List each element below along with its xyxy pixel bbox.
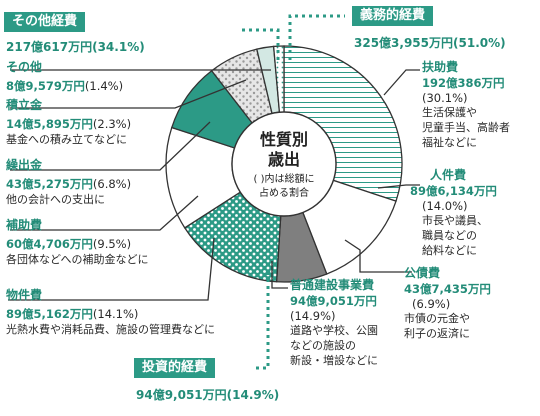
label-futsu: 普通建設事業費 94億9,051万円 (14.9%) 道路や学校、公園 などの施… [290,276,378,368]
label-kosai: 公債費 43億7,435万円 (6.9%) 市債の元金や 利子の返済に [404,264,491,341]
center-title: 性質別 歳出 [260,130,308,170]
group-title-sonota: その他経費 [4,12,86,32]
label-fujo: 扶助費 192億386万円 (30.1%) 生活保護や 児童手当、高齢者 福祉な… [422,58,510,150]
bracket-gimuteki [288,14,345,60]
label-jinken-amount: 89億6,134万円 [410,184,497,198]
label-jinken-percent: (14.0%) [422,199,468,213]
label-sonota-amount: 8億9,579万円 [6,79,85,93]
leader-line-hojo [10,195,199,231]
label-hojo-desc1: 各団体などへの補助金などに [6,253,149,266]
leader-line-kuridashi [10,121,211,171]
label-futsu-desc2: などの施設の [290,339,356,352]
bracket-toshiteki [254,272,270,370]
label-futsu-percent: (14.9%) [290,309,336,323]
label-sonota: その他 8億9,579万円(1.4%) [6,58,123,94]
label-kosai-name: 公債費 [404,266,441,280]
center-title-line2: 歳出 [267,150,301,169]
label-jinken: 人件費 89億6,134万円 (14.0%) 市長や議員、 職員などの 給料など… [410,166,497,258]
label-bukken-name: 物件費 [6,288,43,302]
label-fujo-desc2: 児童手当、高齢者 [422,121,510,134]
label-kosai-amount: 43億7,435万円 [404,282,491,296]
leader-line-tsumitate [10,79,247,109]
leader-line-bukken [8,237,215,301]
leader-line-jinken [377,184,420,189]
label-jinken-desc2: 職員などの [422,229,477,242]
label-sonota-percent: (1.4%) [84,79,124,93]
group-total-gimuteki: 325億3,955万円(51.0%) [354,36,506,50]
label-futsu-name: 普通建設事業費 [290,278,375,292]
leader-line-kosai [344,239,412,273]
label-tsumitate-amount: 14億5,895万円 [6,117,93,131]
label-jinken-desc3: 給料などに [422,244,477,257]
label-bukken-desc1: 光熱水費や消耗品費、施設の管理費などに [6,323,215,336]
center-note-line1: ( )内は総額に [253,174,315,185]
label-jinken-name: 人件費 [430,168,467,182]
label-hojo-percent: (9.5%) [92,237,132,251]
label-kuridashi-percent: (6.8%) [92,177,132,191]
label-hojo: 補助費 60億4,706万円(9.5%) 各団体などへの補助金などに [6,216,148,267]
label-kosai-desc1: 市債の元金や [404,312,470,325]
label-tsumitate-name: 積立金 [6,98,43,112]
label-futsu-desc3: 新設・増設などに [290,354,378,367]
label-fujo-percent: (30.1%) [422,91,468,105]
label-hojo-amount: 60億4,706万円 [6,237,93,251]
label-kosai-desc2: 利子の返済に [404,327,470,340]
group-total-sonota: 217億617万円(34.1%) [6,40,145,54]
label-kosai-percent: (6.9%) [412,297,451,311]
label-fujo-amount: 192億386万円 [422,76,505,90]
label-tsumitate-percent: (2.3%) [92,117,132,131]
bracket-sonota [240,28,280,60]
label-jinken-desc1: 市長や議員、 [422,214,488,227]
group-title-gimuteki: 義務的経費 [352,6,434,26]
label-fujo-name: 扶助費 [422,60,459,74]
center-note: ( )内は総額に 占める割合 [254,173,315,201]
label-bukken-amount: 89億5,162万円 [6,307,93,321]
label-bukken: 物件費 89億5,162万円(14.1%) 光熱水費や消耗品費、施設の管理費など… [6,286,215,337]
label-futsu-amount: 94億9,051万円 [290,294,377,308]
leader-line-fujo [383,69,420,96]
label-fujo-desc1: 生活保護や [422,106,477,119]
center-note-line2: 占める割合 [258,188,309,199]
label-tsumitate: 積立金 14億5,895万円(2.3%) 基金への積み立てなどに [6,96,131,147]
label-kuridashi: 繰出金 43億5,275万円(6.8%) 他の会計への支出に [6,156,131,207]
group-total-toshiteki: 94億9,051万円(14.9%) [136,388,280,402]
label-kuridashi-amount: 43億5,275万円 [6,177,93,191]
label-tsumitate-desc1: 基金への積み立てなどに [6,133,127,146]
donut-hole [231,111,337,217]
group-title-toshiteki: 投資的経費 [134,358,216,378]
label-sonota-name: その他 [6,60,43,74]
leader-line-futsu [271,261,288,289]
label-kuridashi-name: 繰出金 [6,158,43,172]
label-fujo-desc3: 福祉などに [422,136,477,149]
label-kuridashi-desc1: 他の会計への支出に [6,193,105,206]
label-bukken-percent: (14.1%) [92,307,139,321]
label-futsu-desc1: 道路や学校、公園 [290,324,378,337]
center-title-line1: 性質別 [259,130,309,149]
label-hojo-name: 補助費 [6,218,43,232]
